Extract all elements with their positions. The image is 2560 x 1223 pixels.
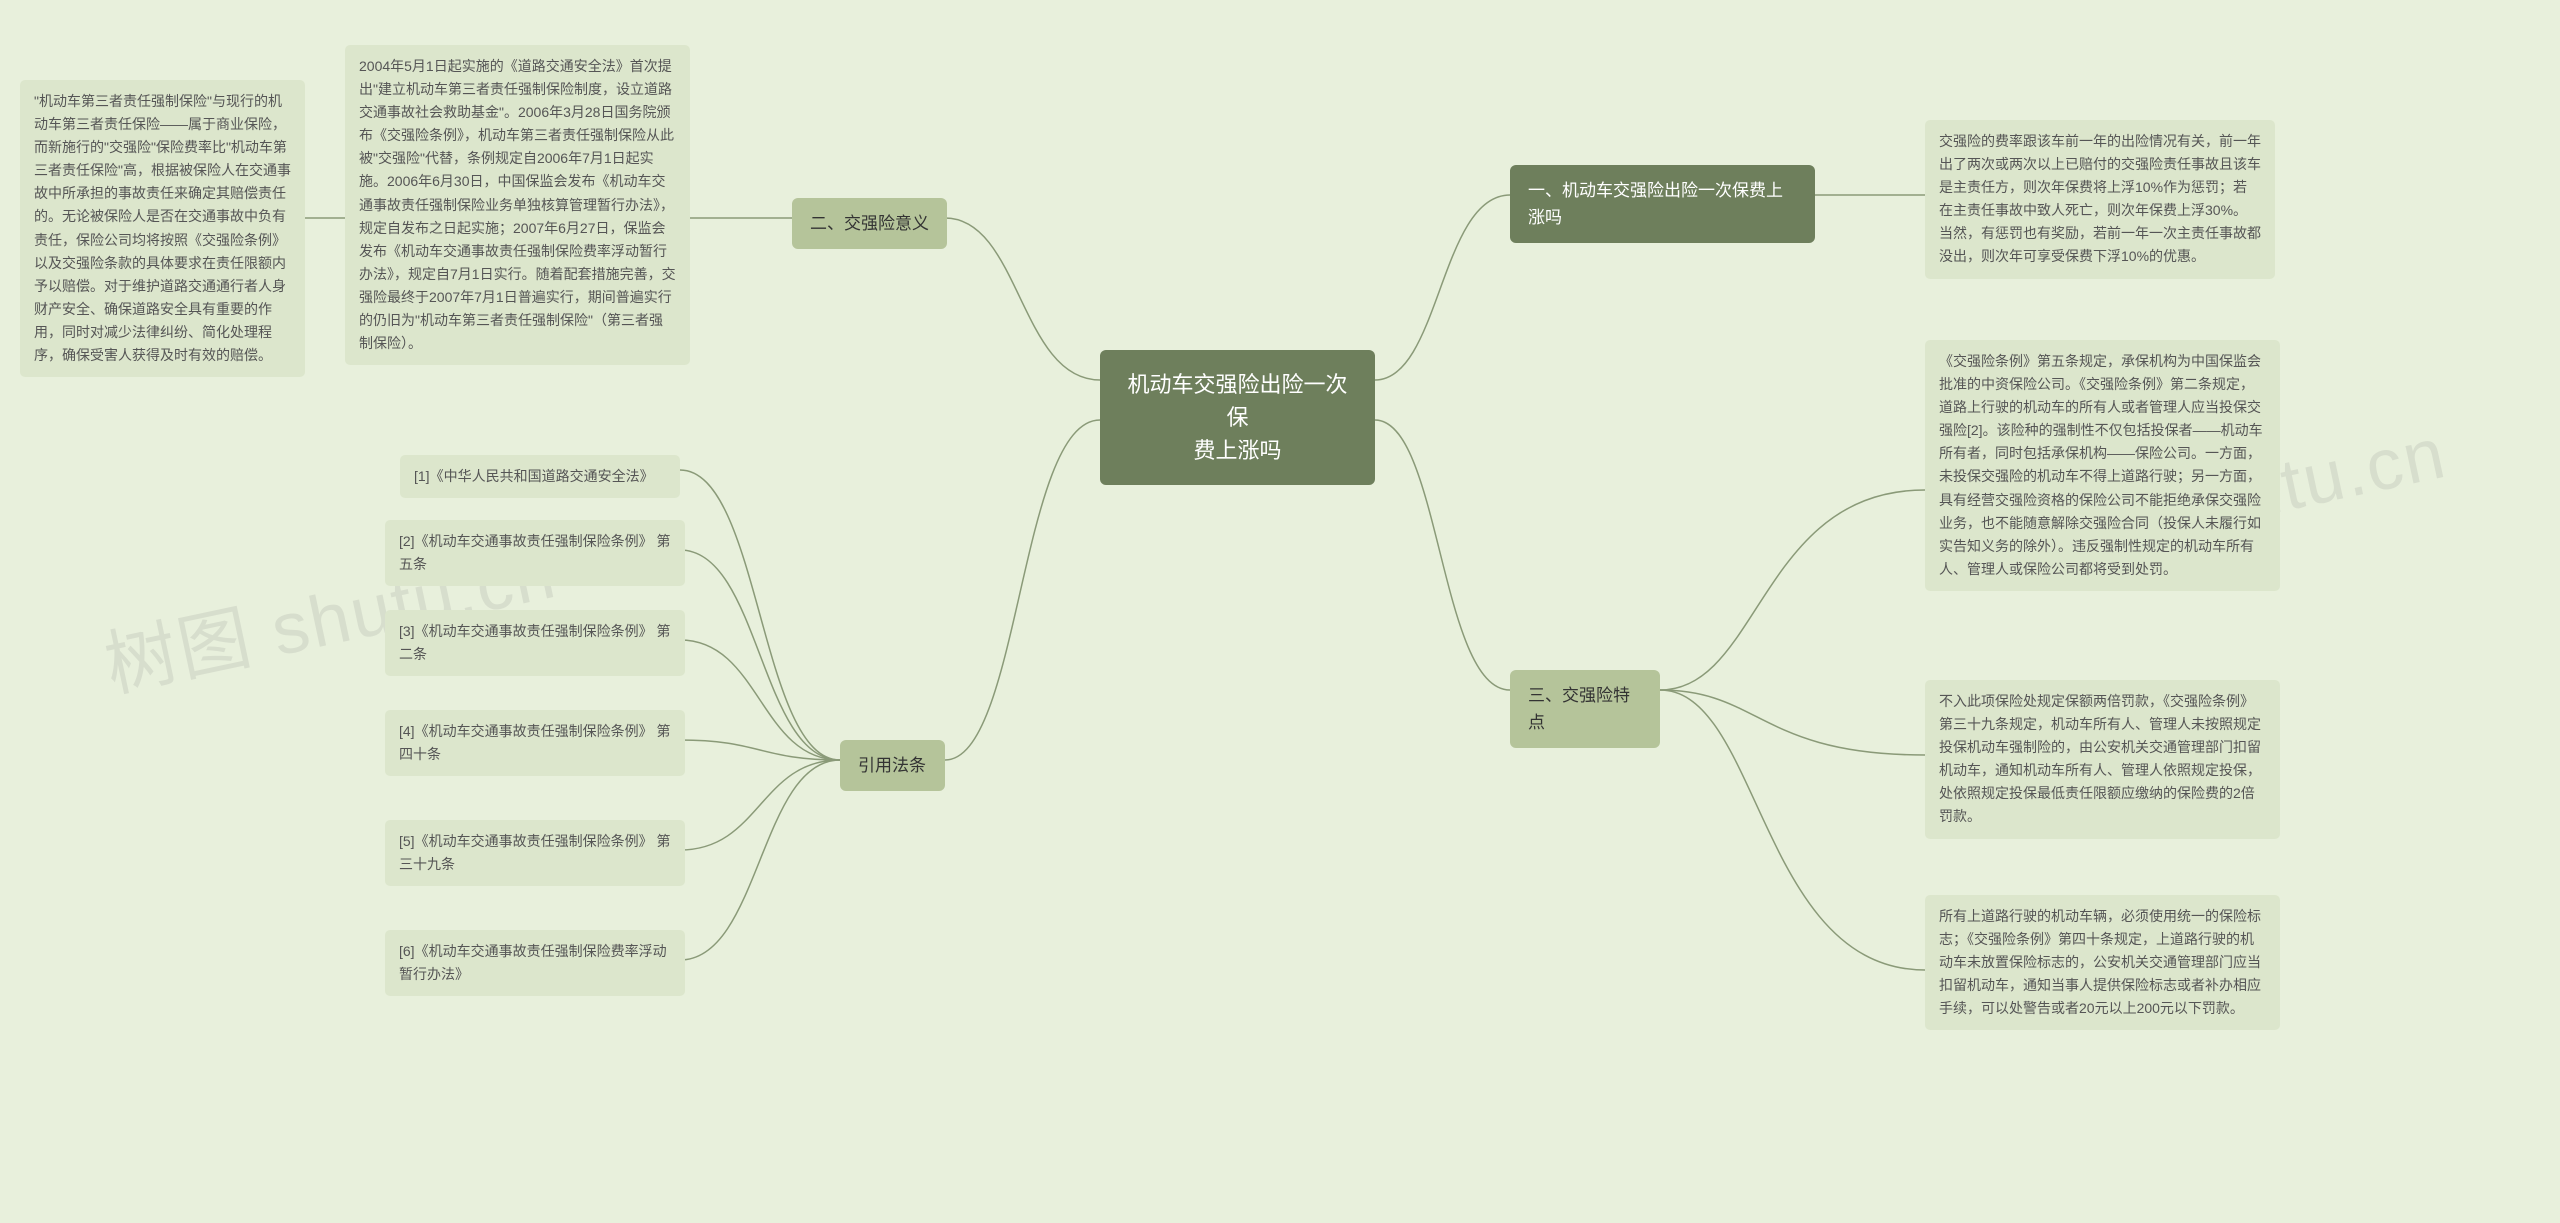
leaf-ref-1: [2]《机动车交通事故责任强制保险条例》 第 五条: [385, 520, 685, 586]
branch-r1-line1: 一、机动车交强险出险一次保费上: [1528, 181, 1783, 200]
root-node: 机动车交强险出险一次保 费上涨吗: [1100, 350, 1375, 485]
leaf-r3-1: 不入此项保险处规定保额两倍罚款，《交强险条例》第三十九条规定，机动车所有人、管理…: [1925, 680, 2280, 839]
leaf-ref-4-l1: [5]《机动车交通事故责任强制保险条例》 第: [399, 833, 670, 849]
branch-right-1: 一、机动车交强险出险一次保费上 涨吗: [1510, 165, 1815, 243]
branch-right-3: 三、交强险特点: [1510, 670, 1660, 748]
branch-r1-line2: 涨吗: [1528, 208, 1562, 227]
root-line2: 费上涨吗: [1193, 438, 1281, 463]
leaf-ref-5-l2: 暂行办法》: [399, 966, 469, 982]
leaf-r1-0: 交强险的费率跟该车前一年的出险情况有关，前一年出了两次或两次以上已赔付的交强险责…: [1925, 120, 2275, 279]
leaf-ref-3-l2: 四十条: [399, 746, 441, 762]
leaf-ref-5-l1: [6]《机动车交通事故责任强制保险费率浮动: [399, 943, 667, 959]
leaf-l2-0-sibling: "机动车第三者责任强制保险"与现行的机动车第三者责任保险——属于商业保险，而新施…: [20, 80, 305, 377]
leaf-ref-1-l2: 五条: [399, 556, 427, 572]
leaf-ref-1-l1: [2]《机动车交通事故责任强制保险条例》 第: [399, 533, 670, 549]
branch-left-ref: 引用法条: [840, 740, 945, 791]
leaf-ref-2-l2: 二条: [399, 646, 427, 662]
leaf-l2-0: 2004年5月1日起实施的《道路交通安全法》首次提出"建立机动车第三者责任强制保…: [345, 45, 690, 365]
leaf-ref-4-l2: 三十九条: [399, 856, 455, 872]
leaf-ref-2: [3]《机动车交通事故责任强制保险条例》 第 二条: [385, 610, 685, 676]
leaf-ref-0: [1]《中华人民共和国道路交通安全法》: [400, 455, 680, 498]
leaf-r3-0: 《交强险条例》第五条规定，承保机构为中国保监会批准的中资保险公司。《交强险条例》…: [1925, 340, 2280, 591]
leaf-ref-2-l1: [3]《机动车交通事故责任强制保险条例》 第: [399, 623, 670, 639]
leaf-r3-2: 所有上道路行驶的机动车辆，必须使用统一的保险标志；《交强险条例》第四十条规定，上…: [1925, 895, 2280, 1030]
leaf-ref-4: [5]《机动车交通事故责任强制保险条例》 第 三十九条: [385, 820, 685, 886]
root-line1: 机动车交强险出险一次保: [1127, 372, 1347, 430]
branch-left-2: 二、交强险意义: [792, 198, 947, 249]
leaf-ref-3-l1: [4]《机动车交通事故责任强制保险条例》 第: [399, 723, 670, 739]
leaf-ref-3: [4]《机动车交通事故责任强制保险条例》 第 四十条: [385, 710, 685, 776]
leaf-ref-5: [6]《机动车交通事故责任强制保险费率浮动 暂行办法》: [385, 930, 685, 996]
